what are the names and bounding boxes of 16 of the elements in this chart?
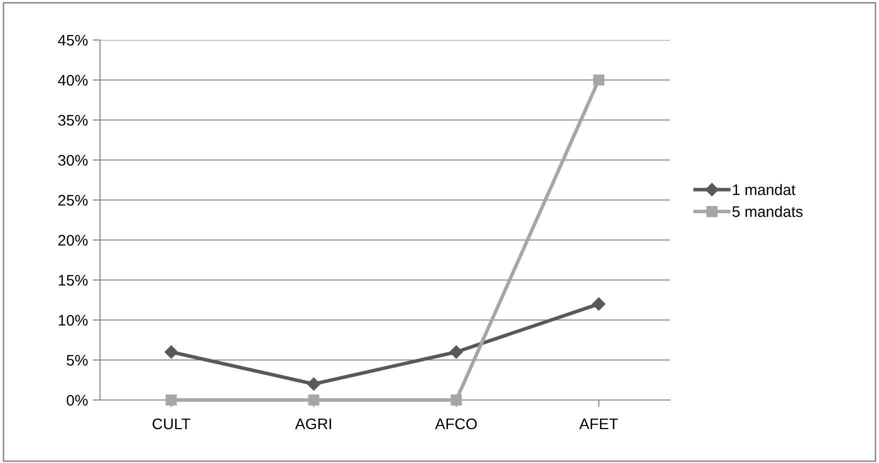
y-tick-label: 0% [66,394,88,406]
x-tick-label: AFCO [435,418,477,430]
legend-label: 1 mandat [732,184,796,196]
y-tick-label: 30% [58,154,88,166]
x-tick-label: AFET [579,418,618,430]
legend-label: 5 mandats [732,206,803,218]
x-tick-label: AGRI [295,418,332,430]
y-tick-label: 40% [58,74,88,86]
y-tick-label: 15% [58,274,88,286]
x-tick-label: CULT [152,418,190,430]
y-tick-label: 25% [58,194,88,206]
y-tick-label: 45% [58,34,88,46]
y-tick-label: 10% [58,314,88,326]
y-tick-label: 5% [66,354,88,366]
y-tick-label: 35% [58,114,88,126]
y-tick-label: 20% [58,234,88,246]
